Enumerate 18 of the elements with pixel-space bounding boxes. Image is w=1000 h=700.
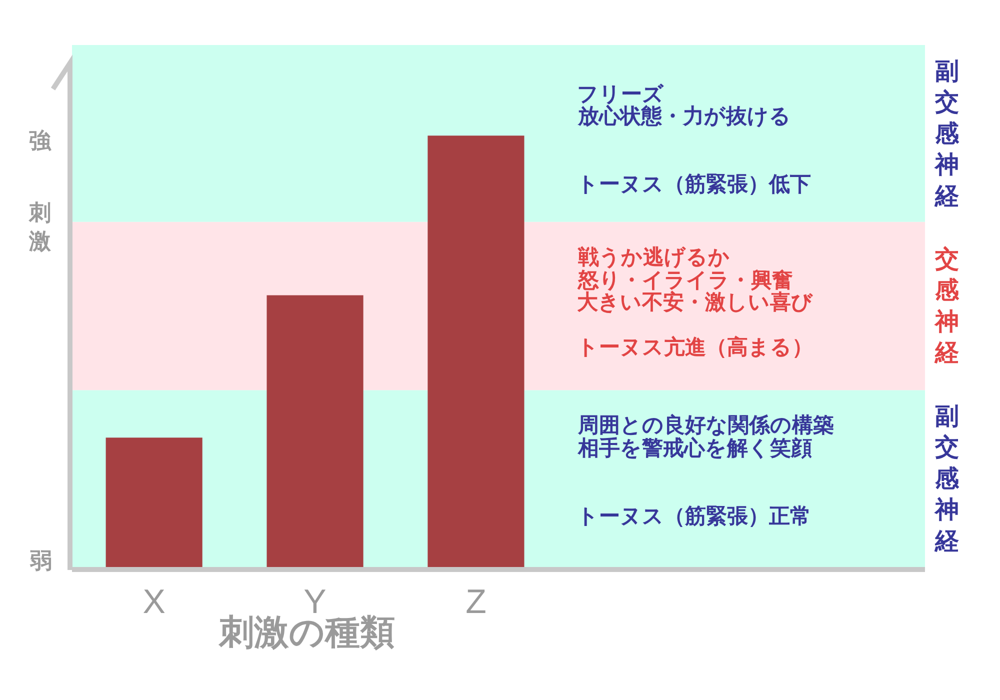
text: 弱 [29, 549, 52, 574]
text: トーヌス（筋緊張）低下 [577, 172, 811, 196]
text: 強 [29, 129, 52, 154]
text: トーヌス（筋緊張）正常 [577, 504, 811, 528]
text: 相手を警戒心を解く笑顔 [577, 436, 812, 460]
band-label: 交感神経 [934, 245, 960, 367]
text: トーヌス亢進（高まる） [577, 335, 813, 359]
x-tick-label: X [142, 582, 166, 621]
text: 放心状態・力が抜ける [577, 104, 791, 128]
band-label: 副交感神経 [934, 402, 960, 555]
text: 戦うか逃げるか [577, 245, 730, 269]
x-tick-label: Z [466, 582, 486, 621]
text: 周囲との良好な関係の構築 [577, 413, 834, 437]
text: 怒り・イライラ・興奮 [577, 268, 793, 292]
text: フリーズ [577, 82, 664, 106]
band-label: 副交感神経 [934, 57, 960, 210]
y-axis-title: 刺激 [28, 201, 52, 255]
text: 大きい不安・激しい喜び [577, 290, 813, 314]
